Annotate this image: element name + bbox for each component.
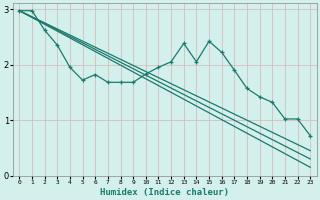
X-axis label: Humidex (Indice chaleur): Humidex (Indice chaleur) <box>100 188 229 197</box>
